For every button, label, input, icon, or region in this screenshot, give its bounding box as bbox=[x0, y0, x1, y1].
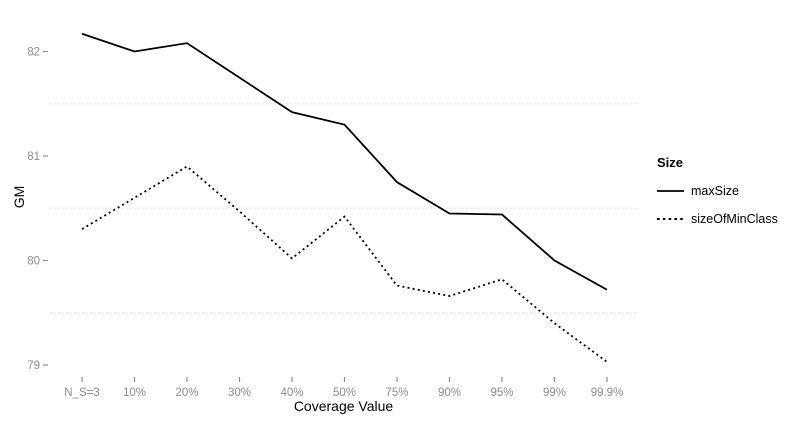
y-tick-label: 82 bbox=[27, 47, 40, 59]
x-tick-label: 10% bbox=[123, 387, 146, 399]
x-tick-label: 75% bbox=[385, 387, 408, 399]
x-tick-label: 50% bbox=[333, 387, 356, 399]
legend-title: Size bbox=[657, 155, 684, 170]
x-axis-title: Coverage Value bbox=[293, 398, 394, 414]
legend-item-sizeofminclass: sizeOfMinClass bbox=[657, 212, 778, 226]
series-line-maxsize bbox=[81, 32, 608, 291]
x-tick-label: 20% bbox=[175, 387, 198, 399]
dotted-line-swatch-icon bbox=[657, 218, 684, 220]
y-tick-label: 80 bbox=[27, 256, 40, 268]
x-tick-label: 30% bbox=[228, 387, 251, 399]
x-tick-label: N_S=3 bbox=[64, 387, 99, 399]
x-tick-label: 99% bbox=[543, 387, 566, 399]
y-tick-label: 79 bbox=[27, 360, 40, 372]
solid-line-swatch-icon bbox=[657, 190, 684, 192]
y-axis-title: GM bbox=[11, 185, 27, 209]
legend-label-maxsize: maxSize bbox=[691, 184, 739, 198]
x-tick-label: 95% bbox=[490, 387, 513, 399]
legend-item-maxsize: maxSize bbox=[657, 184, 778, 198]
y-tick-label: 81 bbox=[27, 151, 40, 163]
x-tick-label: 40% bbox=[280, 387, 303, 399]
x-tick-label: 90% bbox=[438, 387, 461, 399]
x-tick-label: 99.9% bbox=[591, 387, 624, 399]
legend-label-sizeofminclass: sizeOfMinClass bbox=[691, 212, 778, 226]
legend: Size maxSize sizeOfMinClass bbox=[657, 155, 778, 226]
series-line-sizeofminclass bbox=[81, 165, 608, 363]
